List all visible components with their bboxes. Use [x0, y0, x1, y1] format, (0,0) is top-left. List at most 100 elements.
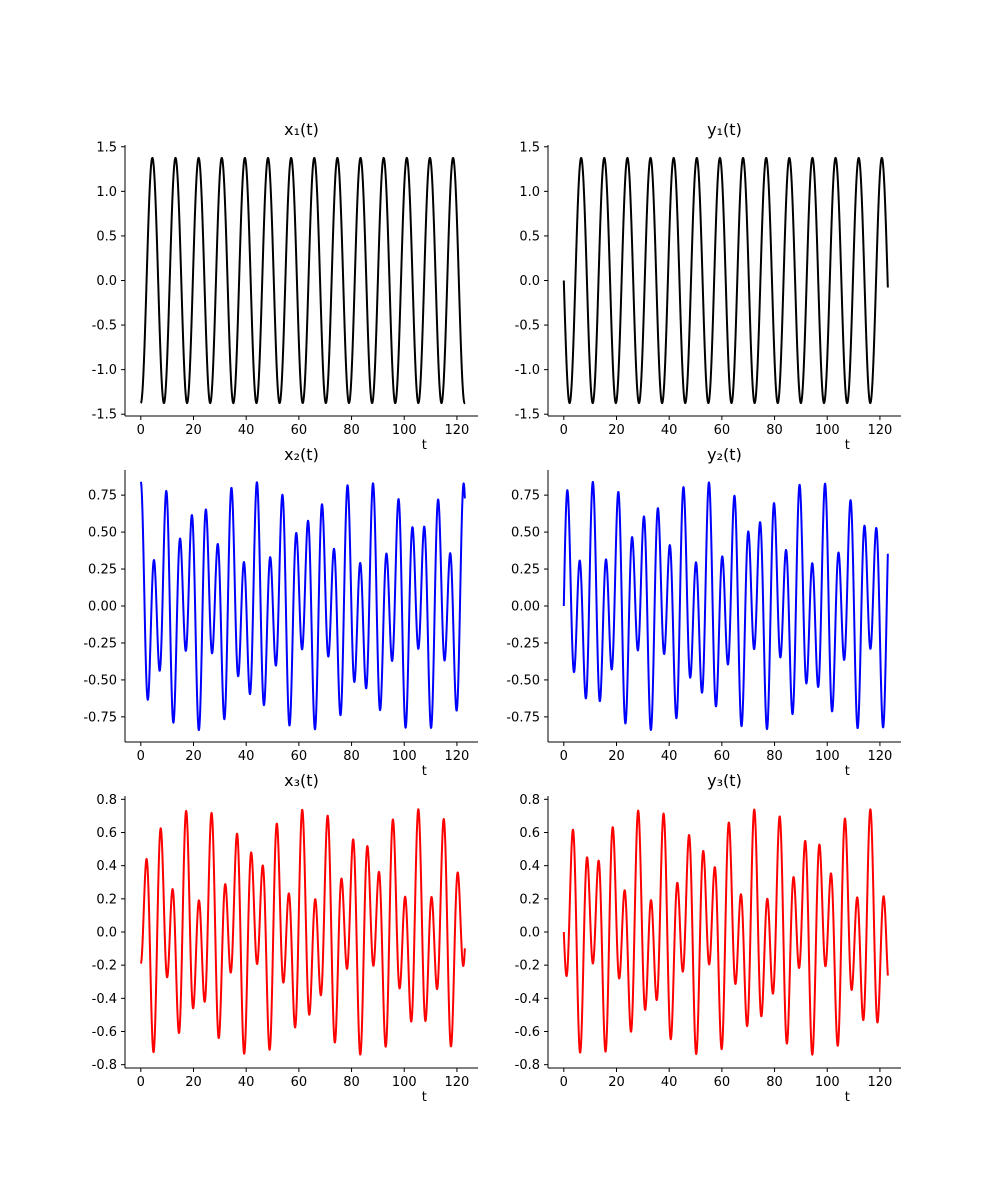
x-tick-label: 20: [185, 749, 202, 764]
y-tick-label: 0.8: [96, 793, 117, 808]
y-tick-label: -0.5: [515, 319, 540, 334]
y-tick-label: -0.8: [515, 1058, 540, 1073]
x-tick-label: 80: [343, 749, 360, 764]
y-tick-label: 0.50: [511, 526, 540, 541]
panel-6: y₃(t) 0 20 40 60 80 100 120 -0.8 -0.6 -0.4 -0.2 0.0 0…: [515, 771, 901, 1105]
y-tick-label: 0.5: [96, 229, 117, 244]
x-tick-label: 20: [608, 1075, 625, 1090]
y-tick-label: 0.2: [519, 892, 540, 907]
y-tick-label: 0.2: [96, 892, 117, 907]
x-tick-label: 0: [560, 1075, 568, 1090]
x-tick-label: 120: [868, 1075, 893, 1090]
x-tick-label: 100: [392, 1075, 417, 1090]
x-tick-label: 60: [714, 1075, 731, 1090]
y-tick-label: -0.4: [515, 992, 540, 1007]
x-tick-label: 80: [343, 1075, 360, 1090]
x-axis-label: t: [422, 764, 427, 779]
y-tick-label: -0.25: [83, 636, 117, 651]
y-tick-label: 1.5: [519, 140, 540, 155]
panel-1: x₁(t) 0 20 40 60 80 100 120 -1.5 -1.0 -0.5 0.0 0.5 1.…: [92, 120, 478, 453]
x-tick-label: 60: [291, 423, 308, 438]
x-axis-label: t: [422, 438, 427, 453]
x-tick-label: 0: [137, 749, 145, 764]
x-tick-label: 40: [661, 1075, 678, 1090]
x-tick-label: 80: [766, 1075, 783, 1090]
x-tick-label: 0: [137, 423, 145, 438]
panel-title: x₃(t): [284, 771, 319, 790]
y-tick-label: -0.50: [506, 673, 540, 688]
panel-2: y₁(t) 0 20 40 60 80 100 120 -1.5 -1.0 -0.5 0.0 0.5 1.…: [515, 120, 901, 453]
panel-5: x₃(t) 0 20 40 60 80 100 120 -0.8 -0.6 -0.4 -0.2 0.0 0…: [92, 771, 478, 1105]
panel-title: y₃(t): [707, 771, 742, 790]
y-tick-label: 0.75: [88, 489, 117, 504]
y-tick-label: 0.6: [96, 826, 117, 841]
series-line-1: [562, 808, 889, 1056]
x-tick-label: 100: [815, 1075, 840, 1090]
x-tick-label: 100: [392, 423, 417, 438]
x-tick-label: 20: [185, 423, 202, 438]
y-tick-label: -0.6: [92, 1025, 117, 1040]
x-tick-label: 0: [560, 423, 568, 438]
y-tick-label: 0.0: [96, 926, 117, 941]
y-tick-label: -0.2: [92, 959, 117, 974]
x-tick-label: 80: [343, 423, 360, 438]
y-tick-label: -0.6: [515, 1025, 540, 1040]
y-tick-label: 0.25: [88, 563, 117, 578]
y-tick-label: -0.5: [92, 319, 117, 334]
x-tick-label: 20: [608, 423, 625, 438]
x-tick-label: 120: [445, 749, 470, 764]
y-tick-label: 0.0: [519, 274, 540, 289]
y-tick-label: 0.4: [519, 859, 540, 874]
y-tick-label: 0.00: [88, 600, 117, 615]
y-tick-label: 0.75: [511, 489, 540, 504]
x-tick-label: 60: [291, 749, 308, 764]
x-tick-label: 120: [868, 423, 893, 438]
panel-title: y₁(t): [707, 120, 742, 139]
y-tick-label: -0.50: [83, 673, 117, 688]
x-tick-label: 60: [714, 423, 731, 438]
y-tick-label: 0.8: [519, 793, 540, 808]
x-tick-label: 100: [815, 423, 840, 438]
x-tick-label: 80: [766, 423, 783, 438]
y-tick-label: 0.6: [519, 826, 540, 841]
x-tick-label: 80: [766, 749, 783, 764]
series-line-1: [562, 156, 889, 405]
x-tick-label: 100: [392, 749, 417, 764]
y-tick-label: -1.5: [92, 408, 117, 423]
x-tick-label: 20: [185, 1075, 202, 1090]
x-tick-label: 40: [238, 1075, 255, 1090]
y-tick-label: 1.0: [96, 185, 117, 200]
x-tick-label: 20: [608, 749, 625, 764]
y-tick-label: 0.00: [511, 600, 540, 615]
panel-title: x₁(t): [284, 120, 319, 139]
x-tick-label: 120: [445, 423, 470, 438]
x-axis-label: t: [422, 1090, 427, 1105]
series-line-1: [139, 481, 466, 732]
y-tick-label: -0.4: [92, 992, 117, 1007]
y-tick-label: 0.5: [519, 229, 540, 244]
series-line-1: [140, 156, 466, 405]
panel-3: x₂(t) 0 20 40 60 80 100 120 -0.75 -0.50 -0.25 0.00 0…: [83, 445, 478, 779]
panel-title: x₂(t): [284, 445, 319, 464]
y-tick-label: 1.5: [96, 140, 117, 155]
panel-title: y₂(t): [707, 445, 742, 464]
y-tick-label: -0.25: [506, 636, 540, 651]
x-tick-label: 0: [560, 749, 568, 764]
y-tick-label: -0.75: [506, 710, 540, 725]
x-tick-label: 40: [238, 749, 255, 764]
y-tick-label: 0.25: [511, 563, 540, 578]
series-line-1: [139, 808, 466, 1056]
y-tick-label: -0.75: [83, 710, 117, 725]
y-tick-label: 1.0: [519, 185, 540, 200]
x-tick-label: 40: [661, 749, 678, 764]
x-tick-label: 100: [815, 749, 840, 764]
y-tick-label: 0.0: [519, 926, 540, 941]
x-tick-label: 40: [661, 423, 678, 438]
x-axis-label: t: [845, 438, 850, 453]
series-line-1: [562, 480, 889, 731]
x-axis-label: t: [845, 764, 850, 779]
x-tick-label: 60: [714, 749, 731, 764]
y-tick-label: -0.8: [92, 1058, 117, 1073]
x-tick-label: 40: [238, 423, 255, 438]
